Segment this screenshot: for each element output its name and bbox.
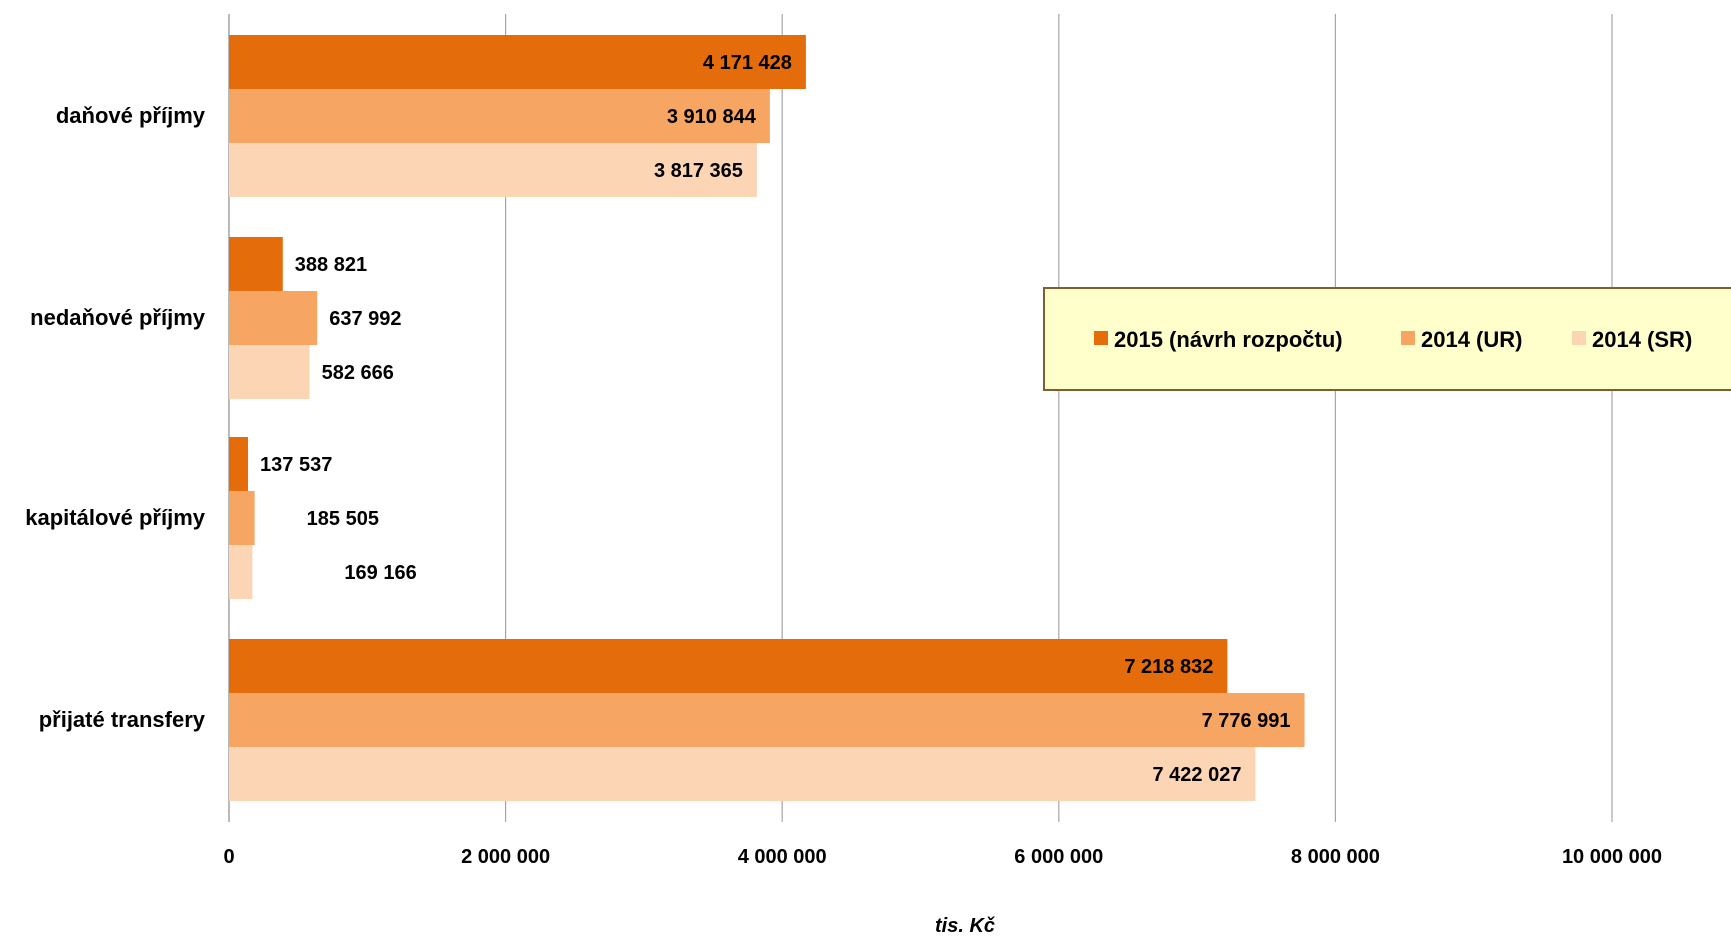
- bar: [229, 693, 1305, 747]
- bar: [229, 747, 1256, 801]
- data-label: 4 171 428: [703, 52, 792, 74]
- bar: [229, 437, 249, 491]
- data-label: 169 166: [344, 562, 416, 584]
- legend-label: 2015 (návrh rozpočtu): [1114, 327, 1343, 352]
- data-label: 637 992: [329, 308, 401, 330]
- legend-label: 2014 (UR): [1421, 327, 1522, 352]
- legend-label: 2014 (SR): [1592, 327, 1692, 352]
- legend-swatch: [1572, 331, 1586, 345]
- x-axis-title: tis. Kč: [935, 915, 995, 936]
- x-tick-label: 8 000 000: [1291, 846, 1380, 868]
- x-tick-label: 6 000 000: [1014, 846, 1103, 868]
- category-label: daňové příjmy: [56, 103, 206, 128]
- category-label: nedaňové příjmy: [30, 305, 206, 330]
- bar: [229, 35, 806, 89]
- x-tick-label: 2 000 000: [461, 846, 550, 868]
- bar: [229, 639, 1228, 693]
- x-tick-labels: 0 2 000 000 4 000 000 6 000 000 8 000 000 10 …: [223, 846, 1662, 868]
- data-label: 3 817 365: [654, 160, 743, 182]
- legend-swatch: [1401, 331, 1415, 345]
- bar: [229, 345, 310, 399]
- bars: [229, 35, 1305, 801]
- category-label: přijaté transfery: [39, 707, 206, 732]
- legend-swatch: [1094, 331, 1108, 345]
- bar: [229, 237, 283, 291]
- bar: [229, 491, 255, 545]
- bar: [229, 545, 253, 599]
- x-tick-label: 10 000 000: [1562, 846, 1662, 868]
- data-label: 582 666: [322, 362, 394, 384]
- data-label: 3 910 844: [667, 106, 757, 128]
- data-label: 388 821: [295, 254, 367, 276]
- data-label: 137 537: [260, 454, 332, 476]
- data-label: 185 505: [307, 508, 379, 530]
- x-tick-label: 4 000 000: [738, 846, 827, 868]
- bar: [229, 143, 757, 197]
- category-labels: daňové příjmy nedaňové příjmy kapitálové p…: [25, 103, 206, 732]
- value-labels: 4 171 428 3 910 844 3 817 365 388 821 637 99…: [260, 52, 1291, 786]
- data-label: 7 776 991: [1202, 710, 1291, 732]
- data-label: 7 218 832: [1124, 656, 1213, 678]
- data-label: 7 422 027: [1152, 764, 1241, 786]
- legend-box: [1043, 287, 1731, 391]
- bar: [229, 291, 318, 345]
- legend: 2015 (návrh rozpočtu) 2014 (UR) 2014 (SR): [1043, 287, 1731, 391]
- x-tick-label: 0: [223, 846, 234, 868]
- category-label: kapitálové příjmy: [25, 505, 206, 530]
- bar: [229, 89, 770, 143]
